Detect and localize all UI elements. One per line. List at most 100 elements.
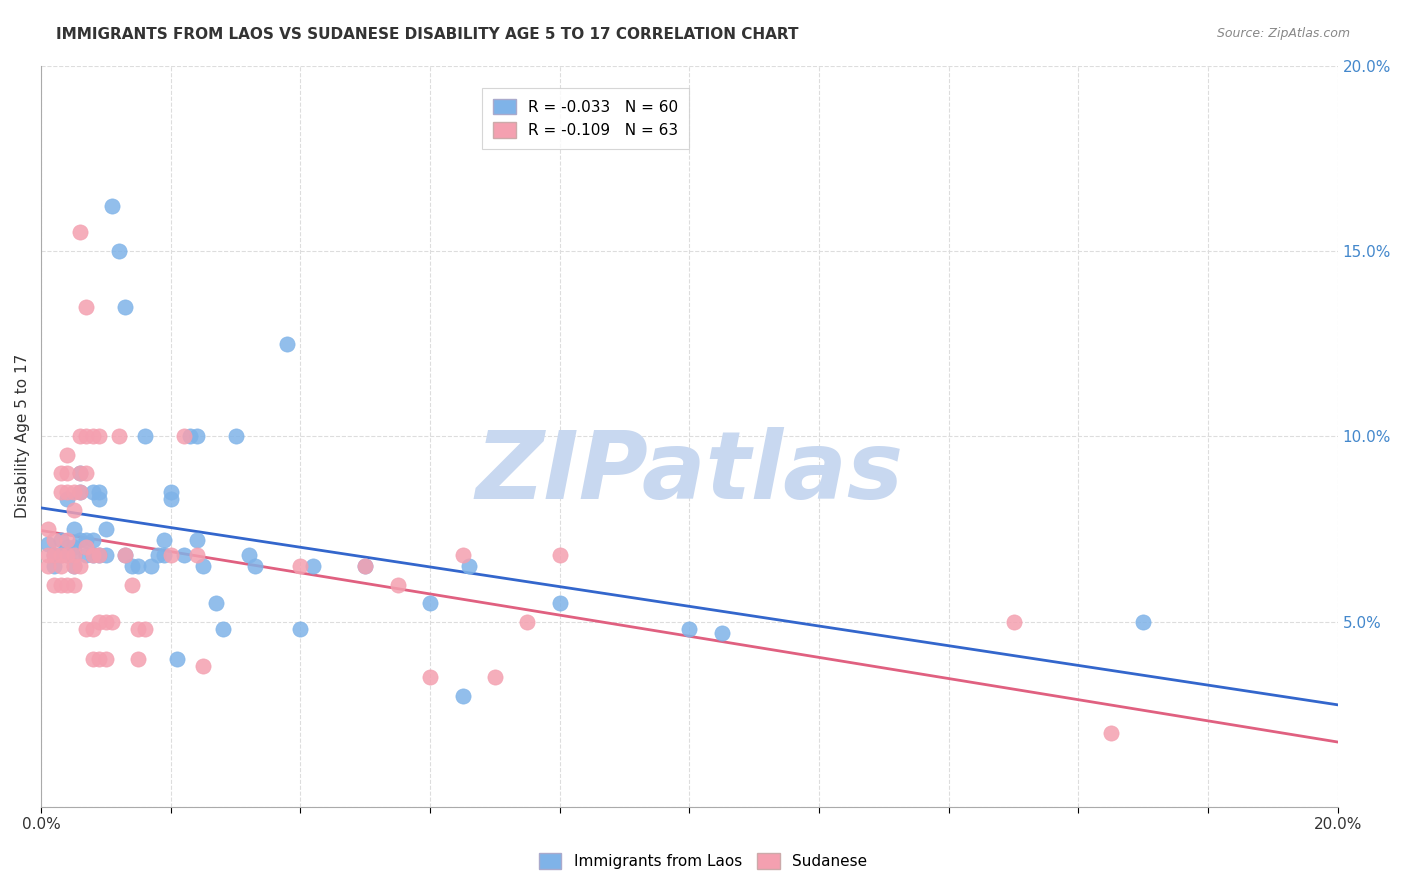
Point <box>62 503 84 517</box>
Point <box>173 429 195 443</box>
Point <box>108 429 131 443</box>
Point <box>354 559 377 574</box>
Point <box>62 577 84 591</box>
Point <box>302 559 325 574</box>
Point <box>76 541 98 555</box>
Point <box>56 484 79 499</box>
Point <box>548 548 571 562</box>
Point <box>484 670 506 684</box>
Point <box>159 492 181 507</box>
Point <box>49 548 72 562</box>
Point <box>121 559 143 574</box>
Point <box>186 429 208 443</box>
Point <box>62 548 84 562</box>
Point <box>49 559 72 574</box>
Point <box>89 492 111 507</box>
Point <box>290 622 312 636</box>
Point <box>82 484 104 499</box>
Point <box>290 559 312 574</box>
Point <box>49 484 72 499</box>
Point <box>141 559 163 574</box>
Point <box>458 559 481 574</box>
Point <box>76 622 98 636</box>
Point <box>62 484 84 499</box>
Point <box>62 559 84 574</box>
Point <box>238 548 260 562</box>
Point <box>62 541 84 555</box>
Point <box>451 548 474 562</box>
Point <box>153 548 176 562</box>
Point <box>166 651 188 665</box>
Point <box>49 533 72 547</box>
Point <box>678 622 700 636</box>
Point <box>82 548 104 562</box>
Point <box>56 548 79 562</box>
Point <box>37 548 59 562</box>
Point <box>42 577 65 591</box>
Point <box>69 467 91 481</box>
Point <box>127 559 149 574</box>
Point <box>76 548 98 562</box>
Point <box>76 300 98 314</box>
Point <box>89 429 111 443</box>
Point <box>56 533 79 547</box>
Point <box>354 559 377 574</box>
Point <box>114 548 136 562</box>
Point <box>134 622 156 636</box>
Point <box>69 484 91 499</box>
Point <box>62 522 84 536</box>
Point <box>89 484 111 499</box>
Point <box>108 244 131 258</box>
Point <box>193 559 215 574</box>
Point <box>69 467 91 481</box>
Point <box>94 651 117 665</box>
Point <box>173 548 195 562</box>
Point <box>37 537 59 551</box>
Point <box>186 533 208 547</box>
Point <box>76 429 98 443</box>
Text: IMMIGRANTS FROM LAOS VS SUDANESE DISABILITY AGE 5 TO 17 CORRELATION CHART: IMMIGRANTS FROM LAOS VS SUDANESE DISABIL… <box>56 27 799 42</box>
Point <box>548 596 571 610</box>
Point <box>186 548 208 562</box>
Point <box>56 577 79 591</box>
Point <box>42 548 65 562</box>
Point <box>153 533 176 547</box>
Point <box>56 548 79 562</box>
Point <box>1132 615 1154 629</box>
Point <box>121 577 143 591</box>
Point <box>1002 615 1025 629</box>
Point <box>89 651 111 665</box>
Point <box>49 577 72 591</box>
Point <box>225 429 247 443</box>
Point <box>56 541 79 555</box>
Point <box>82 429 104 443</box>
Point <box>710 625 733 640</box>
Point <box>179 429 201 443</box>
Point <box>56 448 79 462</box>
Point <box>94 522 117 536</box>
Point <box>42 533 65 547</box>
Point <box>243 559 266 574</box>
Point <box>193 659 215 673</box>
Point <box>89 548 111 562</box>
Point <box>146 548 169 562</box>
Point <box>89 548 111 562</box>
Point <box>42 559 65 574</box>
Point <box>49 467 72 481</box>
Point <box>69 429 91 443</box>
Point <box>451 689 474 703</box>
Point <box>82 548 104 562</box>
Point <box>56 492 79 507</box>
Point <box>82 651 104 665</box>
Point <box>419 596 441 610</box>
Text: ZIPatlas: ZIPatlas <box>475 427 904 519</box>
Point <box>42 548 65 562</box>
Y-axis label: Disability Age 5 to 17: Disability Age 5 to 17 <box>15 354 30 518</box>
Point <box>127 651 149 665</box>
Point <box>94 548 117 562</box>
Point <box>387 577 409 591</box>
Point <box>516 615 538 629</box>
Text: Source: ZipAtlas.com: Source: ZipAtlas.com <box>1216 27 1350 40</box>
Point <box>69 559 91 574</box>
Point <box>101 199 124 213</box>
